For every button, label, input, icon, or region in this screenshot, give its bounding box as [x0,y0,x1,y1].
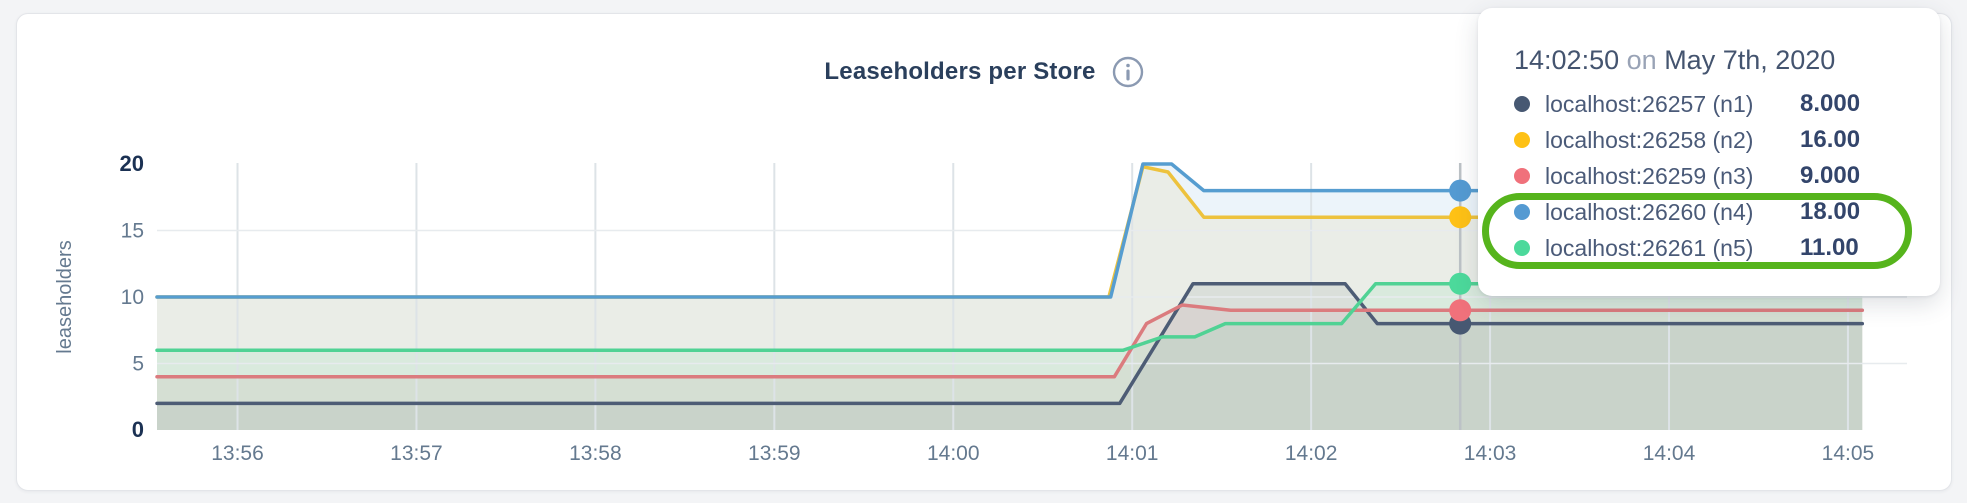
y-axis-title: leaseholders [54,240,76,353]
series-label: localhost:26260 (n4) [1545,198,1754,225]
tooltip-time: 14:02:50 [1514,45,1620,75]
y-tick-label: 10 [121,286,144,309]
series-value: 9.000 [1800,162,1861,189]
y-tick-label: 0 [132,417,144,442]
hover-dot-n5 [1449,272,1472,295]
series-label: localhost:26261 (n5) [1545,234,1754,261]
info-icon[interactable] [1112,56,1144,88]
chart-tooltip: 14:02:50 on May 7th, 2020 localhost:2625… [1478,8,1940,296]
y-axis-title-group: leaseholders [54,240,76,353]
y-tick-label: 15 [121,220,144,243]
series-line-n5 [155,281,1865,352]
series-label: localhost:26259 (n3) [1545,162,1754,189]
series-line-n4 [155,162,1865,299]
hover-dot-n4 [1449,179,1472,202]
tooltip-series-row: localhost:26259 (n3) 9.000 [1514,158,1910,194]
series-color-dot [1514,168,1530,184]
series-value: 11.00 [1800,234,1859,261]
series-color-dot [1514,132,1530,148]
series-value: 18.00 [1800,198,1861,225]
tooltip-series-row: localhost:26261 (n5) 11.00 [1514,230,1910,266]
chart-title: Leaseholders per Store [824,58,1096,85]
x-tick-label: 14:05 [1822,442,1875,465]
y-axis-labels: 0 5 10 15 20 [120,151,144,442]
x-tick-label: 13:57 [390,442,443,465]
series-color-dot [1514,240,1530,256]
series-label: localhost:26257 (n1) [1545,90,1754,117]
hover-dot-n2 [1449,206,1472,229]
x-tick-label: 14:02 [1285,442,1338,465]
tooltip-series-row: localhost:26260 (n4) 18.00 [1514,194,1910,230]
series-line-n3 [155,303,1865,379]
x-tick-label: 13:58 [569,442,622,465]
y-tick-label: 5 [132,353,144,376]
hover-dot-n3 [1449,299,1472,322]
series-value: 16.00 [1800,126,1861,153]
x-tick-label: 14:04 [1643,442,1696,465]
chart-header: Leaseholders per Store [17,54,1951,90]
leaseholders-chart[interactable]: 13:56 13:57 13:58 13:59 14:00 14:01 14:02 14:03… [17,14,1967,503]
series-color-dot [1514,204,1530,220]
series-value: 8.000 [1800,90,1861,117]
series-fill-n3 [157,305,1863,430]
y-tick-label: 20 [120,151,144,176]
tooltip-series-row: localhost:26257 (n1) 8.000 [1514,86,1910,122]
tooltip-series-row: localhost:26258 (n2) 16.00 [1514,122,1910,158]
x-axis-labels: 13:56 13:57 13:58 13:59 14:00 14:01 14:02 14:03… [211,442,1874,465]
x-tick-label: 13:59 [748,442,801,465]
x-tick-label: 14:01 [1106,442,1159,465]
series-color-dot [1514,96,1530,112]
tooltip-connector: on [1626,45,1657,75]
tooltip-timestamp: 14:02:50 on May 7th, 2020 [1514,44,1910,76]
tooltip-date: May 7th, 2020 [1664,45,1836,75]
series-label: localhost:26258 (n2) [1545,126,1754,153]
x-tick-label: 14:00 [927,442,980,465]
x-tick-label: 14:03 [1464,442,1517,465]
hover-dots [1449,179,1472,335]
series-fill-n1 [157,283,1863,430]
series-fill-n5 [157,283,1863,430]
tooltip-rows: localhost:26257 (n1) 8.000 localhost:262… [1514,86,1910,266]
x-tick-label: 13:56 [211,442,264,465]
